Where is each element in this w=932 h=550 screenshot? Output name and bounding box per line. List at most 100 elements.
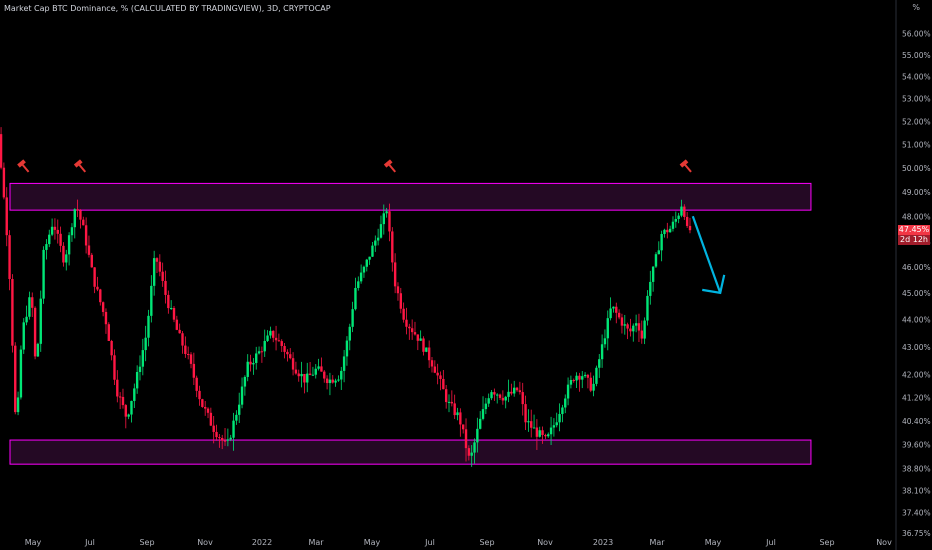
candle [444, 385, 448, 409]
candle [476, 417, 479, 453]
candle [320, 357, 323, 372]
candle-body [649, 281, 652, 296]
candle-body [603, 338, 607, 345]
candle [657, 241, 660, 255]
candle [456, 407, 459, 421]
y-tick-label: 56.00% [902, 29, 931, 38]
candle [300, 361, 303, 388]
candle [668, 225, 672, 233]
candle-body [67, 235, 71, 255]
candle-body [252, 362, 255, 365]
y-tick-label: 51.00% [902, 140, 931, 149]
candle [2, 162, 6, 200]
candle [334, 378, 337, 387]
candle [323, 370, 326, 383]
candle-body [544, 434, 547, 437]
candle [609, 297, 612, 321]
candle [569, 375, 573, 389]
candle [39, 290, 42, 352]
candle-body [127, 414, 130, 417]
candle-body [107, 324, 110, 341]
candle-body [79, 210, 82, 220]
candle-body [178, 329, 181, 334]
candle-body [481, 409, 485, 419]
candle [11, 274, 14, 353]
x-tick-label: Sep [479, 538, 494, 547]
candle [348, 323, 351, 351]
candle [549, 416, 553, 446]
candle [82, 216, 85, 226]
candle [240, 377, 244, 409]
candle [555, 412, 558, 428]
candle [16, 391, 20, 416]
y-tick-label: 38.10% [902, 486, 931, 495]
candle-body [93, 267, 96, 287]
candle-body [184, 345, 187, 355]
candle-body [572, 380, 575, 382]
candle-body [371, 245, 374, 257]
candle-body [532, 427, 536, 429]
candle-body [425, 347, 428, 352]
candle-body [286, 351, 289, 355]
x-tick-label: Nov [197, 538, 213, 547]
candle-body [467, 448, 471, 456]
candle-body [634, 323, 638, 326]
candle [164, 270, 167, 304]
arrow-layer [691, 215, 726, 295]
candle-body [198, 390, 201, 400]
candle [169, 300, 173, 310]
candle-body [164, 280, 167, 295]
candle-body [484, 403, 488, 410]
candle-body [16, 397, 20, 413]
candle-body [152, 258, 156, 286]
candle [178, 323, 181, 334]
candle-body [121, 396, 125, 406]
candle-body [535, 427, 539, 437]
candle [515, 386, 519, 392]
x-tick-label: May [364, 538, 381, 547]
candle [351, 301, 354, 333]
candle [130, 400, 133, 423]
candle [442, 370, 445, 390]
candle-body [76, 209, 79, 211]
candle [419, 330, 422, 341]
candle [433, 360, 437, 374]
candle [206, 407, 210, 419]
candle [643, 317, 646, 345]
candle [527, 409, 530, 432]
candle [272, 330, 275, 343]
candle-body [521, 392, 524, 405]
candle-body [430, 360, 434, 367]
candle-body [124, 405, 128, 417]
candle-body [385, 211, 388, 214]
candle-body [229, 437, 232, 440]
candle [391, 227, 394, 272]
candle [121, 388, 125, 409]
candle [209, 407, 213, 427]
candle-body [147, 315, 150, 338]
candle-body [408, 326, 411, 329]
resistance-zone[interactable] [9, 182, 812, 211]
candle-body [65, 254, 68, 263]
candle-body [507, 391, 510, 397]
candle [362, 265, 366, 278]
candle [487, 393, 490, 407]
candle [280, 339, 283, 353]
candle [141, 338, 145, 376]
y-tick-label: 52.00% [902, 117, 931, 126]
candle-body [561, 407, 564, 415]
candle-body [289, 354, 292, 359]
candle [79, 209, 82, 229]
candle [308, 362, 312, 376]
candle-body [433, 366, 437, 373]
candle [461, 424, 465, 434]
candle [5, 187, 8, 247]
y-tick-label: 50.00% [902, 164, 931, 173]
candle-body [606, 318, 609, 339]
candle [544, 433, 547, 440]
projection-arrow-shaft [691, 215, 722, 294]
candle-body [42, 249, 45, 299]
candle-body [581, 376, 584, 380]
support-zone[interactable] [9, 439, 812, 465]
